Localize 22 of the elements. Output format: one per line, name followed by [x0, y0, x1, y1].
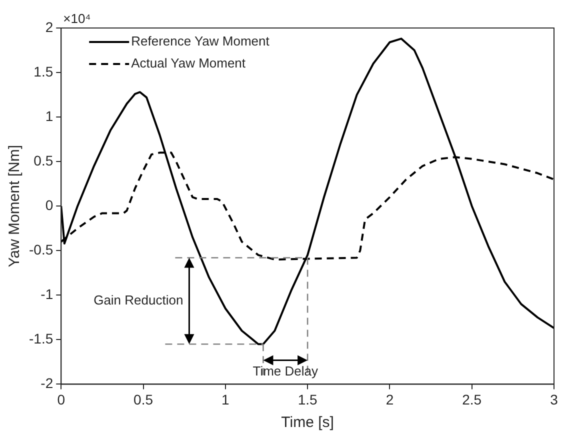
y-tick-label: 1	[45, 108, 54, 124]
y-tick-label: 1.5	[34, 63, 54, 80]
x-axis-title: Time [s]	[281, 414, 334, 432]
y-tick-label: -2	[40, 375, 54, 392]
text: ×10⁴	[63, 11, 91, 26]
y-tick-label: -1	[40, 286, 54, 302]
y-tick-label: 0.5	[34, 152, 54, 168]
legend-label: Reference Yaw Moment	[131, 34, 270, 49]
x-tick-label: 0.5	[134, 391, 154, 408]
y-tick-label: 0	[45, 196, 54, 213]
y-tick-label: -1.5	[29, 330, 54, 347]
x-tick-label: 1.5	[298, 391, 318, 408]
x-tick-label: 2.5	[462, 391, 482, 408]
x-tick-label: 0	[57, 391, 66, 408]
legend-label: Actual Yaw Moment	[131, 56, 246, 71]
x-tick-label: 3	[550, 391, 558, 408]
y-axis-title: Yaw Moment [Nm]	[6, 144, 24, 268]
annotation: Gain Reduction	[94, 292, 184, 308]
x-tick-label: 1	[222, 391, 230, 408]
y-tick-label: -0.5	[29, 241, 54, 258]
x-tick-label: 2	[386, 391, 394, 408]
y-tick-label: 2	[45, 18, 54, 35]
